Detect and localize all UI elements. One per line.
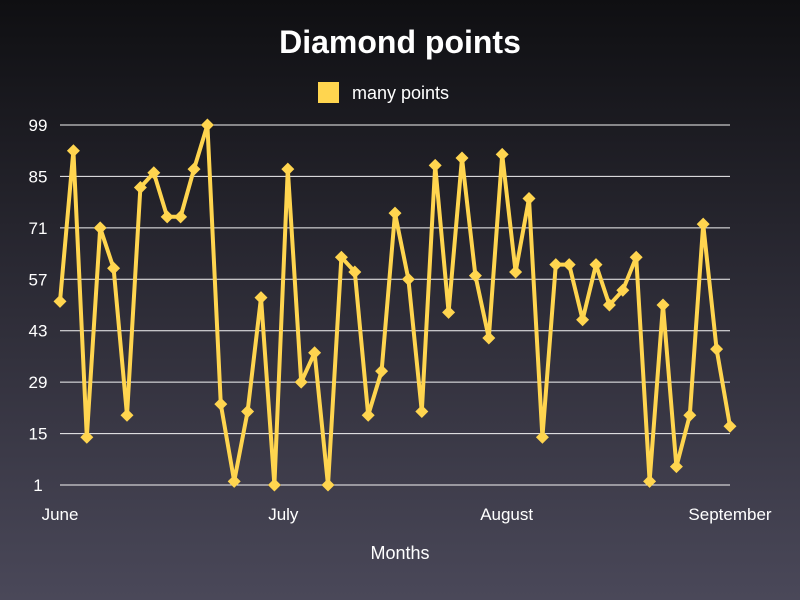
data-point	[589, 258, 603, 272]
y-tick-label: 43	[29, 322, 48, 341]
data-point	[187, 162, 201, 176]
data-point	[375, 364, 389, 378]
data-point	[415, 405, 429, 419]
data-point	[133, 180, 147, 194]
data-point	[643, 474, 657, 488]
data-points	[53, 118, 737, 492]
data-point	[214, 397, 228, 411]
data-point	[468, 269, 482, 283]
data-point	[120, 408, 134, 422]
data-point	[334, 250, 348, 264]
data-point	[629, 250, 643, 264]
y-grid	[60, 124, 730, 486]
data-point	[93, 221, 107, 235]
data-point	[723, 419, 737, 433]
data-point	[669, 460, 683, 474]
data-point	[535, 430, 549, 444]
legend[interactable]: many points	[318, 82, 449, 103]
series-line	[58, 123, 732, 487]
data-point	[227, 474, 241, 488]
chart-title: Diamond points	[279, 24, 521, 60]
data-point	[53, 294, 67, 308]
data-point	[482, 331, 496, 345]
data-point	[549, 258, 563, 272]
data-point	[442, 305, 456, 319]
series-line-group	[58, 123, 732, 487]
data-point	[267, 478, 281, 492]
data-point	[509, 265, 523, 279]
data-point	[147, 166, 161, 180]
data-point	[495, 147, 509, 161]
data-point	[428, 158, 442, 172]
y-tick-label: 85	[29, 167, 48, 186]
data-point	[361, 408, 375, 422]
data-point	[308, 346, 322, 360]
x-tick-label: August	[480, 505, 533, 524]
data-point	[683, 408, 697, 422]
data-point	[562, 258, 576, 272]
x-tick-label: June	[42, 505, 79, 524]
legend-label: many points	[352, 83, 449, 103]
data-point	[401, 272, 415, 286]
y-tick-label: 57	[29, 270, 48, 289]
data-point	[576, 313, 590, 327]
y-tick-label: 15	[29, 425, 48, 444]
data-point	[241, 405, 255, 419]
data-point	[696, 217, 710, 231]
y-tick-label: 29	[29, 373, 48, 392]
y-tick-label: 99	[29, 116, 48, 135]
data-point	[656, 298, 670, 312]
data-point	[281, 162, 295, 176]
data-point	[455, 151, 469, 165]
data-point	[522, 191, 536, 205]
data-point	[66, 144, 80, 158]
legend-swatch	[318, 82, 339, 103]
y-tick-label: 71	[29, 219, 48, 238]
y-axis-ticks: 1 15 29 43 57 71 85 99	[29, 116, 48, 495]
x-axis-title: Months	[370, 543, 429, 563]
x-tick-label: July	[268, 505, 299, 524]
data-point	[80, 430, 94, 444]
data-point	[388, 206, 402, 220]
data-point	[254, 291, 268, 305]
data-point	[174, 210, 188, 224]
data-point	[710, 342, 724, 356]
x-axis-ticks: June July August September	[42, 505, 772, 524]
data-point	[321, 478, 335, 492]
data-point	[602, 298, 616, 312]
data-point	[160, 210, 174, 224]
data-point	[200, 118, 214, 132]
data-point	[107, 261, 121, 275]
data-point	[348, 265, 362, 279]
y-tick-label: 1	[33, 476, 42, 495]
data-point	[294, 375, 308, 389]
x-tick-label: September	[688, 505, 771, 524]
data-point	[616, 283, 630, 297]
